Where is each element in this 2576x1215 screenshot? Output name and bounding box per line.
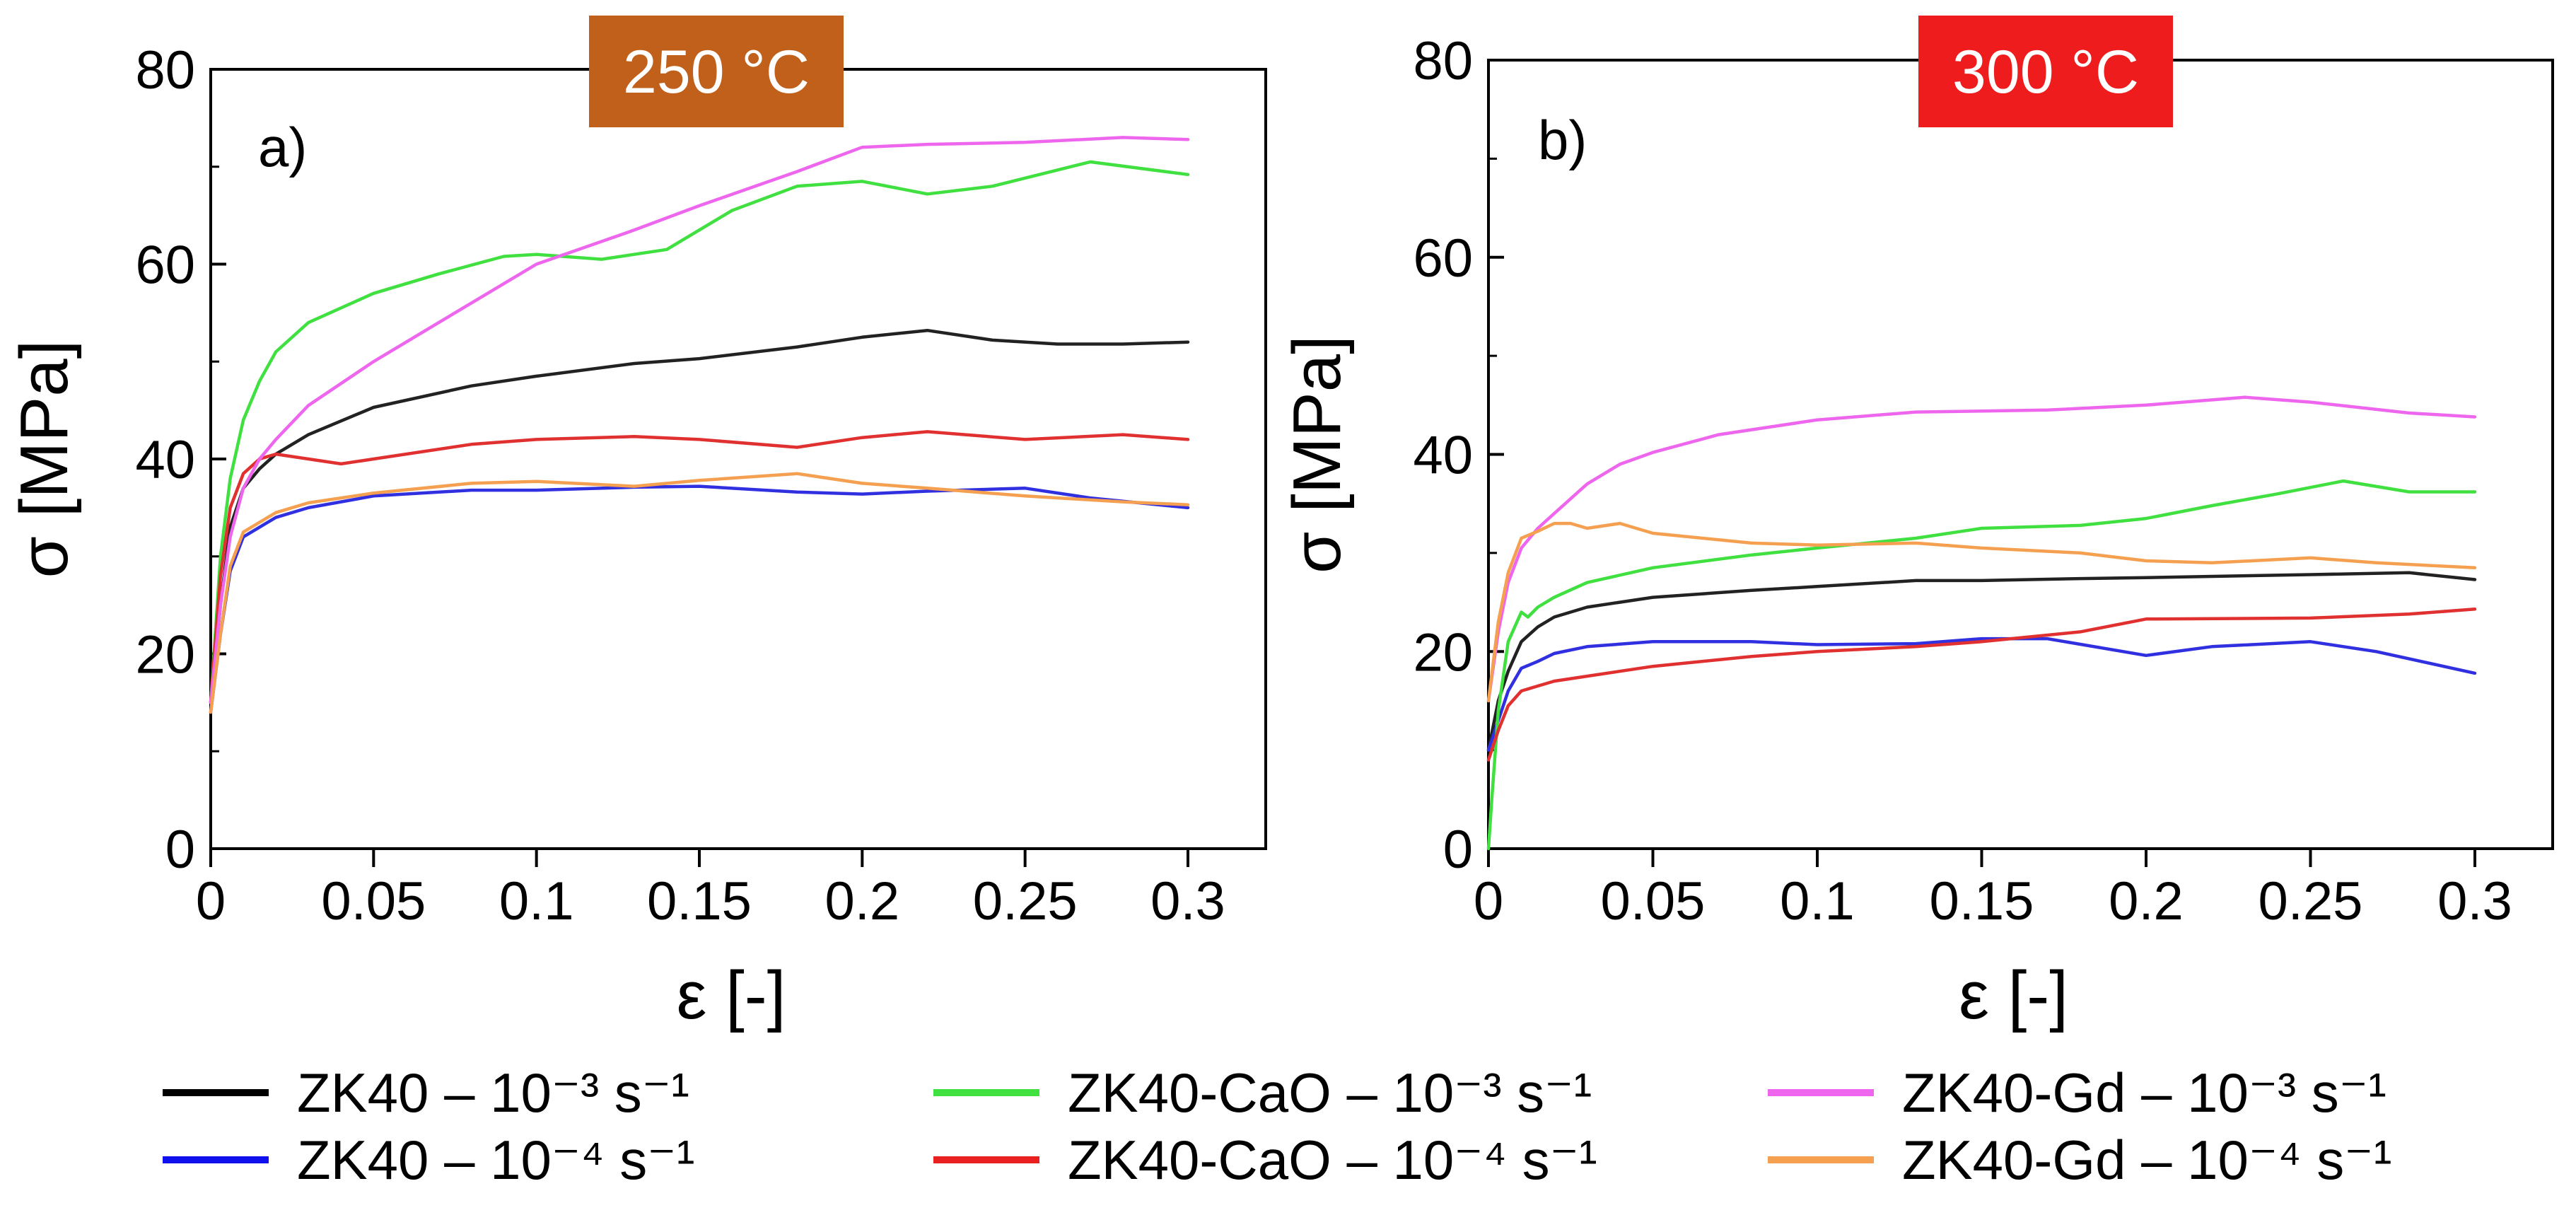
x-tick-label: 0.2: [2109, 871, 2184, 931]
legend-label: ZK40 – 10⁻³ s⁻¹: [297, 1062, 689, 1124]
legend-label: ZK40-CaO – 10⁻⁴ s⁻¹: [1068, 1129, 1597, 1191]
panel-label: b): [1538, 109, 1587, 171]
temperature-badge-label: 250 °C: [623, 38, 810, 106]
y-tick-label: 20: [135, 625, 195, 685]
x-tick-label: 0: [196, 871, 226, 931]
series-line: [1486, 479, 2477, 851]
series-line: [209, 136, 1190, 704]
y-tick-label: 80: [1413, 31, 1473, 91]
series-line: [209, 484, 1190, 714]
legend: ZK40 – 10⁻³ s⁻¹ ZK40-CaO – 10⁻³ s⁻¹ ZK40-G…: [163, 1062, 2391, 1191]
series-line: [209, 430, 1190, 704]
y-tick-label: 20: [1413, 622, 1473, 682]
x-tick-label: 0.1: [1780, 871, 1855, 931]
series-line: [1486, 636, 2477, 752]
y-axis-title: σ [MPa]: [6, 340, 82, 579]
legend-label: ZK40-Gd – 10⁻⁴ s⁻¹: [1902, 1129, 2391, 1191]
y-tick-label: 40: [1413, 426, 1473, 486]
x-tick-label: 0.15: [647, 871, 752, 931]
series-line: [209, 472, 1190, 714]
temperature-badge-label: 300 °C: [1952, 38, 2139, 106]
x-tick-label: 0.1: [499, 871, 574, 931]
x-tick-label: 0.3: [2437, 871, 2512, 931]
y-tick-label: 40: [135, 430, 195, 490]
series-line: [209, 328, 1190, 704]
x-tick-label: 0: [1474, 871, 1503, 931]
x-tick-label: 0.25: [973, 871, 1078, 931]
y-tick-label: 60: [135, 236, 195, 296]
series-line: [1486, 521, 2477, 703]
series-line: [209, 160, 1190, 704]
y-tick-label: 0: [165, 820, 195, 880]
temperature-badge: [1918, 16, 2173, 127]
x-axis-title: ε [-]: [1959, 958, 2068, 1033]
x-tick-label: 0.2: [825, 871, 900, 931]
y-axis-title: σ [MPa]: [1279, 335, 1355, 574]
x-axis-title: ε [-]: [677, 958, 786, 1033]
series-line: [1486, 395, 2477, 703]
y-tick-label: 0: [1443, 820, 1473, 880]
temperature-badge: [589, 16, 844, 127]
chart-panel-300c: 0 20 40 60 80 0 0.05 0.1 0.15 0.2 0.25 0.3 ε [-] σ [M…: [1279, 16, 2554, 1033]
x-tick-label: 0.05: [321, 871, 426, 931]
y-tick-label: 80: [135, 40, 195, 100]
x-tick-label: 0.25: [2259, 871, 2363, 931]
legend-label: ZK40 – 10⁻⁴ s⁻¹: [297, 1129, 694, 1191]
x-tick-label: 0.05: [1601, 871, 1706, 931]
series-line: [1486, 571, 2477, 752]
series-line: [1486, 608, 2477, 762]
chart-panel-250c: 0 20 40 60 80 0 0.05 0.1 0.15 0.2 0.25 0.3 ε [-] σ [M…: [6, 16, 1267, 1033]
legend-label: ZK40-CaO – 10⁻³ s⁻¹: [1068, 1062, 1592, 1124]
panel-label: a): [258, 116, 307, 178]
y-tick-label: 60: [1413, 228, 1473, 289]
legend-label: ZK40-Gd – 10⁻³ s⁻¹: [1902, 1062, 2386, 1124]
x-tick-label: 0.15: [1930, 871, 2034, 931]
x-tick-label: 0.3: [1150, 871, 1225, 931]
